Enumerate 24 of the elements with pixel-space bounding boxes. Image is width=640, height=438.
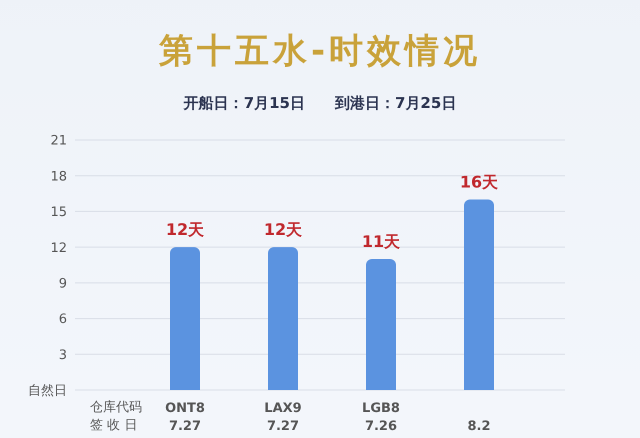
y-tick-label: 15	[50, 205, 67, 220]
y-tick-label: 9	[58, 276, 67, 292]
bar	[366, 259, 396, 390]
text: 仓库代码	[90, 399, 142, 417]
data-label: 16天	[460, 172, 500, 192]
bar	[268, 247, 298, 390]
y-tick-label: 18	[50, 169, 67, 184]
x-tick-label: ONT8 7.27	[165, 401, 205, 434]
x-tick-label: LGB8 7.26	[362, 401, 400, 434]
chart-title: 第十五水-时效情况	[158, 30, 482, 73]
x-tick-label: LAX9 7.27	[264, 401, 302, 434]
x-tick-label: 8.2	[467, 419, 491, 434]
data-label: 12天	[166, 220, 206, 240]
chart-subtitle: 开船日：7月15日 到港日：7月25日	[182, 94, 458, 113]
data-label: 11天	[362, 232, 402, 252]
y-tick-label: 6	[58, 312, 67, 328]
bar	[170, 247, 200, 390]
text: 签 收 日	[90, 417, 138, 435]
y-tick-label: 3	[58, 348, 67, 363]
y-tick-label: 12	[50, 240, 67, 256]
data-label: 12天	[264, 220, 304, 240]
bar	[464, 200, 494, 390]
y-tick-label: 21	[50, 134, 67, 149]
y-tick-label: 自然日	[28, 384, 67, 399]
